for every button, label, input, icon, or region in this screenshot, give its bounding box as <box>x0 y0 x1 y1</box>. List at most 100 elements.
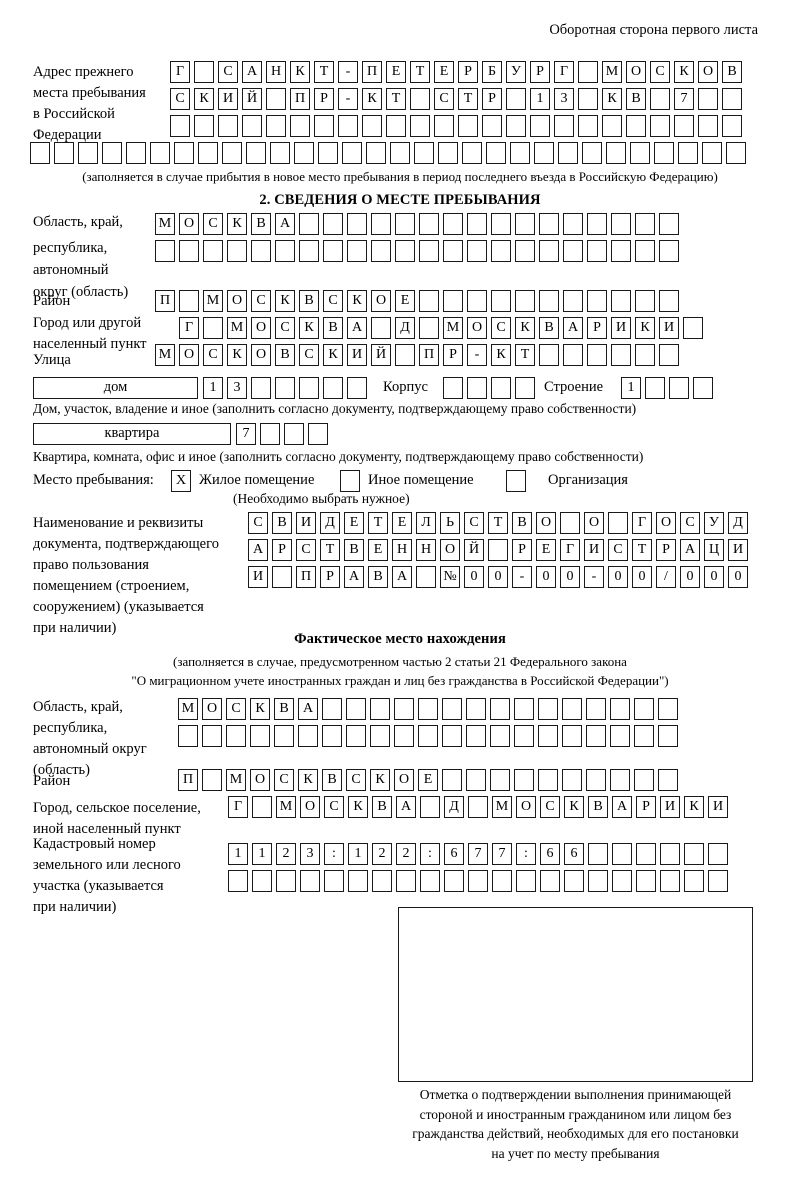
korpus-cell-4[interactable] <box>515 377 535 399</box>
region-cell-r1-13[interactable] <box>443 213 463 235</box>
document-cell-r2-13[interactable]: Е <box>536 539 556 561</box>
street-cell-4[interactable]: К <box>227 344 247 366</box>
city-cell-1[interactable]: Г <box>179 317 199 339</box>
actual-district-cell-17[interactable] <box>562 769 582 791</box>
prev-address-cell-r3-6[interactable] <box>290 115 310 137</box>
prev-address-cell-r2-4[interactable]: Й <box>242 88 262 110</box>
document-cell-r3-7[interactable]: А <box>392 566 412 588</box>
region-cell-r2-19[interactable] <box>587 240 607 262</box>
district-cell-7[interactable]: В <box>299 290 319 312</box>
prev-address-row-3[interactable] <box>170 115 742 137</box>
cadastral-cell-r1-14[interactable]: 6 <box>540 843 560 865</box>
actual-city-cell-20[interactable]: К <box>684 796 704 818</box>
prev-address-cell-r1-10[interactable]: Е <box>386 61 406 83</box>
document-cell-r2-19[interactable]: А <box>680 539 700 561</box>
document-cell-r1-6[interactable]: Т <box>368 512 388 534</box>
prev-address-cell-r2-20[interactable]: В <box>626 88 646 110</box>
prev-address-cell-r4-16[interactable] <box>390 142 410 164</box>
actual-region-cell-r2-20[interactable] <box>634 725 654 747</box>
street-cell-2[interactable]: О <box>179 344 199 366</box>
prev-address-cell-r3-9[interactable] <box>362 115 382 137</box>
street-cell-21[interactable] <box>635 344 655 366</box>
actual-region-cell-r1-13[interactable] <box>466 698 486 720</box>
cadastral-cell-r1-3[interactable]: 2 <box>276 843 296 865</box>
korpus-cell-2[interactable] <box>467 377 487 399</box>
prev-address-cell-r4-26[interactable] <box>630 142 650 164</box>
region-cell-r1-15[interactable] <box>491 213 511 235</box>
prev-address-cell-r2-7[interactable]: Р <box>314 88 334 110</box>
city-cell-3[interactable]: М <box>227 317 247 339</box>
actual-city-cell-3[interactable]: М <box>276 796 296 818</box>
cadastral-cell-r1-2[interactable]: 1 <box>252 843 272 865</box>
street-cell-9[interactable]: И <box>347 344 367 366</box>
cadastral-cell-r1-5[interactable]: : <box>324 843 344 865</box>
actual-city-cell-13[interactable]: О <box>516 796 536 818</box>
region-cell-r2-3[interactable] <box>203 240 223 262</box>
region-cell-r2-5[interactable] <box>251 240 271 262</box>
district-cell-11[interactable]: Е <box>395 290 415 312</box>
region-cell-r2-9[interactable] <box>347 240 367 262</box>
document-cell-r2-17[interactable]: Т <box>632 539 652 561</box>
street-cell-10[interactable]: Й <box>371 344 391 366</box>
actual-district-cell-7[interactable]: В <box>322 769 342 791</box>
region-cell-r1-4[interactable]: К <box>227 213 247 235</box>
city-cell-8[interactable]: А <box>347 317 367 339</box>
prev-address-cell-r4-20[interactable] <box>486 142 506 164</box>
prev-address-cell-r4-25[interactable] <box>606 142 626 164</box>
prev-address-cell-r4-17[interactable] <box>414 142 434 164</box>
district-cell-17[interactable] <box>539 290 559 312</box>
actual-region-cell-r2-8[interactable] <box>346 725 366 747</box>
region-cell-r2-10[interactable] <box>371 240 391 262</box>
prev-address-cell-r2-17[interactable]: 3 <box>554 88 574 110</box>
document-cell-r1-8[interactable]: Л <box>416 512 436 534</box>
cadastral-cell-r2-18[interactable] <box>636 870 656 892</box>
district-cell-22[interactable] <box>659 290 679 312</box>
document-cell-r1-18[interactable]: О <box>656 512 676 534</box>
street-cell-3[interactable]: С <box>203 344 223 366</box>
actual-district-cell-11[interactable]: Е <box>418 769 438 791</box>
actual-district-cell-3[interactable]: М <box>226 769 246 791</box>
prev-address-cell-r4-10[interactable] <box>246 142 266 164</box>
city-cell-10[interactable]: Д <box>395 317 415 339</box>
cadastral-cell-r2-8[interactable] <box>396 870 416 892</box>
cadastral-cell-r2-7[interactable] <box>372 870 392 892</box>
document-cell-r1-4[interactable]: Д <box>320 512 340 534</box>
document-cell-r3-14[interactable]: 0 <box>560 566 580 588</box>
prev-address-cell-r2-16[interactable]: 1 <box>530 88 550 110</box>
region-cell-r2-16[interactable] <box>515 240 535 262</box>
cadastral-cell-r2-5[interactable] <box>324 870 344 892</box>
document-cell-r1-3[interactable]: И <box>296 512 316 534</box>
prev-address-cell-r4-5[interactable] <box>126 142 146 164</box>
prev-address-cell-r3-4[interactable] <box>242 115 262 137</box>
prev-address-cell-r1-1[interactable]: Г <box>170 61 190 83</box>
document-cell-r3-4[interactable]: Р <box>320 566 340 588</box>
street-cell-12[interactable]: П <box>419 344 439 366</box>
prev-address-cell-r1-11[interactable]: Т <box>410 61 430 83</box>
document-cell-r2-16[interactable]: С <box>608 539 628 561</box>
street-cell-6[interactable]: В <box>275 344 295 366</box>
prev-address-cell-r2-5[interactable] <box>266 88 286 110</box>
cadastral-cell-r1-18[interactable] <box>636 843 656 865</box>
prev-address-cell-r2-11[interactable] <box>410 88 430 110</box>
actual-city-cell-5[interactable]: С <box>324 796 344 818</box>
cadastral-cell-r2-21[interactable] <box>708 870 728 892</box>
prev-address-cell-r3-19[interactable] <box>602 115 622 137</box>
house-cell-1[interactable]: 1 <box>203 377 223 399</box>
actual-region-cell-r2-7[interactable] <box>322 725 342 747</box>
cadastral-cell-r2-14[interactable] <box>540 870 560 892</box>
actual-region-cell-r2-1[interactable] <box>178 725 198 747</box>
document-cell-r2-4[interactable]: Т <box>320 539 340 561</box>
district-cell-1[interactable]: П <box>155 290 175 312</box>
actual-region-cell-r1-12[interactable] <box>442 698 462 720</box>
city-cell-17[interactable]: А <box>563 317 583 339</box>
cadastral-cell-r2-1[interactable] <box>228 870 248 892</box>
actual-district-cell-8[interactable]: С <box>346 769 366 791</box>
document-cell-r1-9[interactable]: Ь <box>440 512 460 534</box>
cadastral-cell-r1-12[interactable]: 7 <box>492 843 512 865</box>
prev-address-cell-r1-18[interactable] <box>578 61 598 83</box>
actual-city-cell-19[interactable]: И <box>660 796 680 818</box>
korpus-cell-3[interactable] <box>491 377 511 399</box>
cadastral-cell-r2-3[interactable] <box>276 870 296 892</box>
city-cell-22[interactable] <box>683 317 703 339</box>
